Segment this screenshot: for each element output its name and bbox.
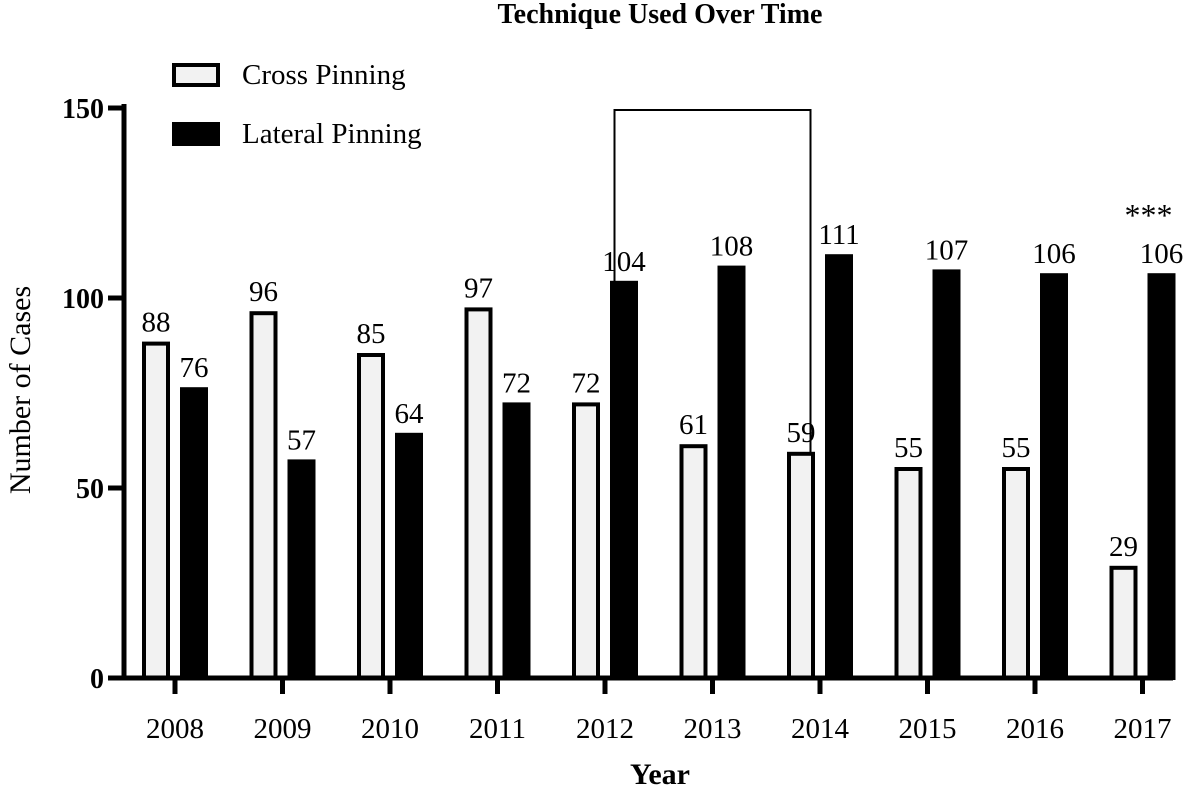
bar-lateral-pinning-2011: [502, 402, 531, 680]
bars-layer: [142, 254, 1176, 681]
bar-lateral-pinning-2014: [825, 254, 853, 680]
legend-swatch-lateral-pinning: [172, 122, 220, 146]
y-tick-label-50: 50: [76, 474, 104, 505]
data-label-cross-pinning-2016: 55: [1002, 432, 1031, 464]
data-label-cross-pinning-2010: 85: [357, 318, 386, 350]
data-label-cross-pinning-2009: 96: [249, 276, 278, 308]
bar-cross-pinning-2014: [787, 451, 815, 680]
bar-lateral-pinning-2009: [287, 459, 316, 680]
chart-title: Technique Used Over Time: [498, 0, 823, 30]
y-tick-label-0: 0: [90, 664, 104, 695]
x-tick-label-2013: 2013: [684, 713, 742, 745]
data-label-lateral-pinning-2009: 57: [287, 424, 316, 456]
x-tick-label-2015: 2015: [899, 713, 957, 745]
data-label-cross-pinning-2017: 29: [1109, 531, 1138, 563]
bar-cross-pinning-2009: [249, 311, 278, 680]
data-label-lateral-pinning-2013: 108: [710, 231, 754, 263]
x-tick-label-2016: 2016: [1006, 713, 1064, 745]
y-ticks-layer: 0 50 100 150: [62, 94, 124, 695]
data-label-cross-pinning-2011: 97: [464, 272, 493, 304]
bar-lateral-pinning-2013: [717, 265, 746, 680]
y-tick-label-100: 100: [62, 284, 104, 315]
data-label-cross-pinning-2013: 61: [679, 409, 708, 441]
annotation-2017: ***: [1125, 197, 1173, 233]
bar-lateral-pinning-2010: [395, 432, 423, 680]
y-axis-title: Number of Cases: [4, 286, 37, 494]
bar-cross-pinning-2010: [357, 353, 385, 680]
x-tick-label-2017: 2017: [1114, 713, 1172, 745]
legend: Cross Pinning Lateral Pinning: [172, 59, 422, 150]
data-label-lateral-pinning-2015: 107: [925, 234, 969, 266]
x-ticks-layer: 2008 2009 2010 2011 2012 2013 2014 2015 2016 2017: [146, 678, 1172, 745]
bar-cross-pinning-2013: [679, 444, 708, 681]
highlight-box-2013: [613, 109, 812, 679]
y-tick-label-150: 150: [62, 94, 104, 125]
legend-label-lateral-pinning: Lateral Pinning: [242, 118, 422, 150]
bar-lateral-pinning-2008: [180, 387, 208, 680]
x-tick-label-2009: 2009: [254, 713, 312, 745]
data-label-lateral-pinning-2010: 64: [395, 398, 425, 430]
bar-cross-pinning-2015: [894, 467, 923, 680]
bar-cross-pinning-2008: [142, 341, 170, 680]
bar-lateral-pinning-2016: [1040, 273, 1068, 680]
legend-swatch-cross-pinning: [172, 63, 220, 87]
x-axis-title: Year: [630, 758, 690, 790]
data-label-cross-pinning-2014: 59: [787, 417, 816, 449]
bar-cross-pinning-2017: [1109, 565, 1138, 680]
data-label-lateral-pinning-2008: 76: [180, 352, 209, 384]
data-label-lateral-pinning-2011: 72: [502, 367, 531, 399]
bar-lateral-pinning-2015: [932, 269, 961, 680]
data-label-cross-pinning-2015: 55: [894, 432, 923, 464]
data-label-lateral-pinning-2012: 104: [602, 246, 646, 278]
data-label-lateral-pinning-2017: 106: [1140, 238, 1184, 270]
bar-cross-pinning-2011: [464, 307, 493, 680]
bar-cross-pinning-2016: [1002, 467, 1030, 680]
data-label-lateral-pinning-2014: 111: [818, 219, 859, 251]
data-labels-layer: 88 76 96 57 85 64 97 72 72 104 61 108 59 111 55 107 55 10…: [142, 219, 1184, 563]
x-tick-label-2012: 2012: [576, 713, 634, 745]
legend-label-cross-pinning: Cross Pinning: [242, 59, 406, 91]
data-label-lateral-pinning-2016: 106: [1032, 238, 1076, 270]
x-tick-label-2010: 2010: [361, 713, 419, 745]
bar-cross-pinning-2012: [572, 402, 600, 680]
x-tick-label-2008: 2008: [146, 713, 204, 745]
bar-lateral-pinning-2012: [610, 280, 638, 680]
bar-lateral-pinning-2017: [1147, 273, 1176, 680]
data-label-cross-pinning-2008: 88: [142, 307, 171, 339]
data-label-cross-pinning-2012: 72: [572, 367, 601, 399]
x-tick-label-2011: 2011: [469, 713, 526, 745]
x-tick-label-2014: 2014: [791, 713, 850, 745]
annotations-layer: ***: [1125, 197, 1173, 233]
